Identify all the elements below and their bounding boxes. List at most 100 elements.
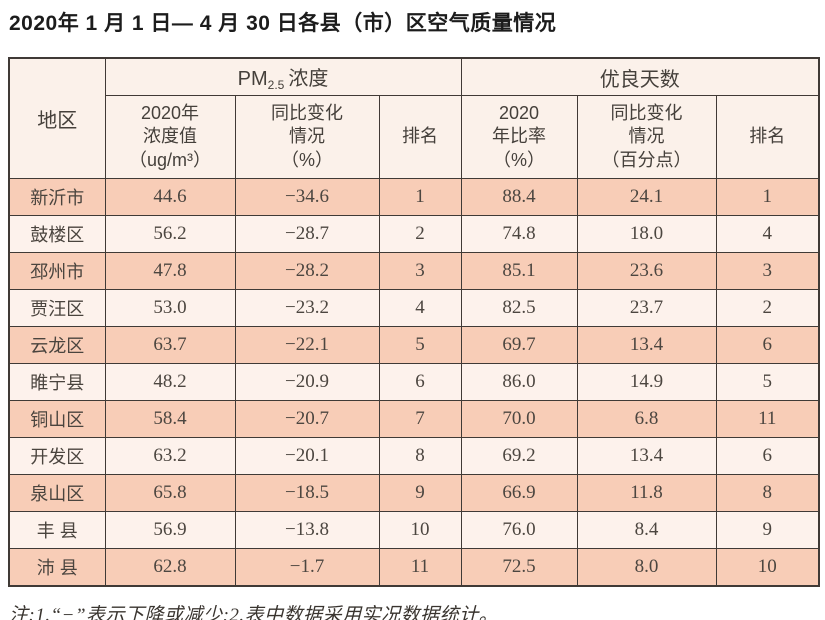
cell-ratio-rank: 6 [715,437,820,476]
header-pm-change: 同比变化 情况 （%） [234,95,380,180]
cell-pm-change: −18.5 [234,474,380,513]
cell-pm-change: −34.6 [234,178,380,217]
header-ratio-change: 同比变化 情况 （百分点） [576,95,717,180]
cell-region: 邳州市 [8,252,106,291]
cell-pm-value: 48.2 [104,363,236,402]
header-ratio: 2020 年比率 （%） [460,95,578,180]
cell-ratio-change: 8.0 [576,548,717,587]
pm25-subscript: 2.5 [267,78,285,93]
cell-pm-value: 63.2 [104,437,236,476]
cell-ratio: 72.5 [460,548,578,587]
table-body: 新沂市 44.6 −34.6 1 88.4 24.1 1 鼓楼区 56.2 −2… [8,178,820,587]
cell-pm-value: 56.2 [104,215,236,254]
header-ratio-rank: 排名 [715,95,820,180]
pm25-label-suffix: 浓度 [288,68,329,91]
cell-ratio-change: 8.4 [576,511,717,550]
cell-ratio: 86.0 [460,363,578,402]
cell-region: 睢宁县 [8,363,106,402]
cell-pm-rank: 4 [378,289,462,328]
cell-pm-value: 56.9 [104,511,236,550]
cell-ratio: 85.1 [460,252,578,291]
table-row: 鼓楼区 56.2 −28.7 2 74.8 18.0 4 [8,215,820,254]
table-row: 沛 县 62.8 −1.7 11 72.5 8.0 10 [8,548,820,587]
cell-ratio: 82.5 [460,289,578,328]
cell-pm-change: −23.2 [234,289,380,328]
page-title: 2020年 1 月 1 日— 4 月 30 日各县（市）区空气质量情况 [9,12,557,35]
cell-region: 开发区 [8,437,106,476]
air-quality-table: 地区 PM2.5 浓度 优良天数 2020年 浓度值 （ug/m³） 同比变化 情… [8,57,821,588]
header-pm25-group: PM2.5 浓度 [104,57,462,97]
cell-pm-rank: 5 [378,326,462,365]
footnote: 注:1.“−”表示下降或减少;2.表中数据采用实况数据统计。 [9,605,499,620]
cell-ratio-change: 23.7 [576,289,717,328]
table-row: 铜山区 58.4 −20.7 7 70.0 6.8 11 [8,400,820,439]
cell-pm-change: −20.9 [234,363,380,402]
cell-pm-value: 47.8 [104,252,236,291]
cell-ratio-rank: 1 [715,178,820,217]
cell-pm-value: 58.4 [104,400,236,439]
cell-ratio-rank: 10 [715,548,820,587]
pm25-label: PM [237,68,268,91]
cell-ratio-change: 11.8 [576,474,717,513]
cell-pm-rank: 6 [378,363,462,402]
table-row: 新沂市 44.6 −34.6 1 88.4 24.1 1 [8,178,820,217]
cell-ratio-rank: 3 [715,252,820,291]
cell-region: 鼓楼区 [8,215,106,254]
cell-region: 铜山区 [8,400,106,439]
table-header: 地区 PM2.5 浓度 优良天数 2020年 浓度值 （ug/m³） 同比变化 情… [8,57,820,180]
header-group-row: 地区 PM2.5 浓度 优良天数 [8,57,820,180]
cell-pm-rank: 2 [378,215,462,254]
cell-pm-value: 53.0 [104,289,236,328]
cell-ratio-rank: 9 [715,511,820,550]
cell-pm-change: −28.7 [234,215,380,254]
cell-ratio: 69.2 [460,437,578,476]
cell-pm-change: −13.8 [234,511,380,550]
cell-ratio-change: 13.4 [576,326,717,365]
table-row: 开发区 63.2 −20.1 8 69.2 13.4 6 [8,437,820,476]
cell-region: 云龙区 [8,326,106,365]
cell-ratio-rank: 5 [715,363,820,402]
cell-pm-change: −20.7 [234,400,380,439]
table-row: 贾汪区 53.0 −23.2 4 82.5 23.7 2 [8,289,820,328]
cell-ratio: 76.0 [460,511,578,550]
cell-pm-rank: 7 [378,400,462,439]
cell-ratio: 66.9 [460,474,578,513]
header-pm-value: 2020年 浓度值 （ug/m³） [104,95,236,180]
cell-pm-value: 44.6 [104,178,236,217]
header-sub-row: 2020年 浓度值 （ug/m³） 同比变化 情况 （%） 排名 2020 年比… [9,95,820,180]
cell-region: 泉山区 [8,474,106,513]
cell-ratio-rank: 8 [715,474,820,513]
cell-region: 新沂市 [8,178,106,217]
cell-region: 丰 县 [8,511,106,550]
header-pm-rank: 排名 [378,95,462,180]
cell-ratio-rank: 11 [715,400,820,439]
cell-pm-rank: 9 [378,474,462,513]
cell-ratio-rank: 4 [715,215,820,254]
cell-ratio-change: 23.6 [576,252,717,291]
cell-pm-rank: 3 [378,252,462,291]
table-row: 丰 县 56.9 −13.8 10 76.0 8.4 9 [8,511,820,550]
header-region: 地区 [8,57,106,180]
cell-region: 沛 县 [8,548,106,587]
cell-pm-rank: 10 [378,511,462,550]
cell-ratio: 70.0 [460,400,578,439]
cell-pm-value: 63.7 [104,326,236,365]
cell-ratio-change: 14.9 [576,363,717,402]
cell-pm-value: 65.8 [104,474,236,513]
cell-ratio-change: 18.0 [576,215,717,254]
cell-ratio-rank: 6 [715,326,820,365]
cell-ratio-change: 13.4 [576,437,717,476]
cell-pm-change: −1.7 [234,548,380,587]
cell-ratio: 69.7 [460,326,578,365]
cell-ratio: 74.8 [460,215,578,254]
cell-pm-change: −20.1 [234,437,380,476]
cell-pm-rank: 8 [378,437,462,476]
cell-pm-rank: 11 [378,548,462,587]
cell-ratio: 88.4 [460,178,578,217]
table-row: 云龙区 63.7 −22.1 5 69.7 13.4 6 [8,326,820,365]
header-good-days-group: 优良天数 [460,57,820,97]
cell-ratio-rank: 2 [715,289,820,328]
table-row: 睢宁县 48.2 −20.9 6 86.0 14.9 5 [8,363,820,402]
cell-pm-rank: 1 [378,178,462,217]
